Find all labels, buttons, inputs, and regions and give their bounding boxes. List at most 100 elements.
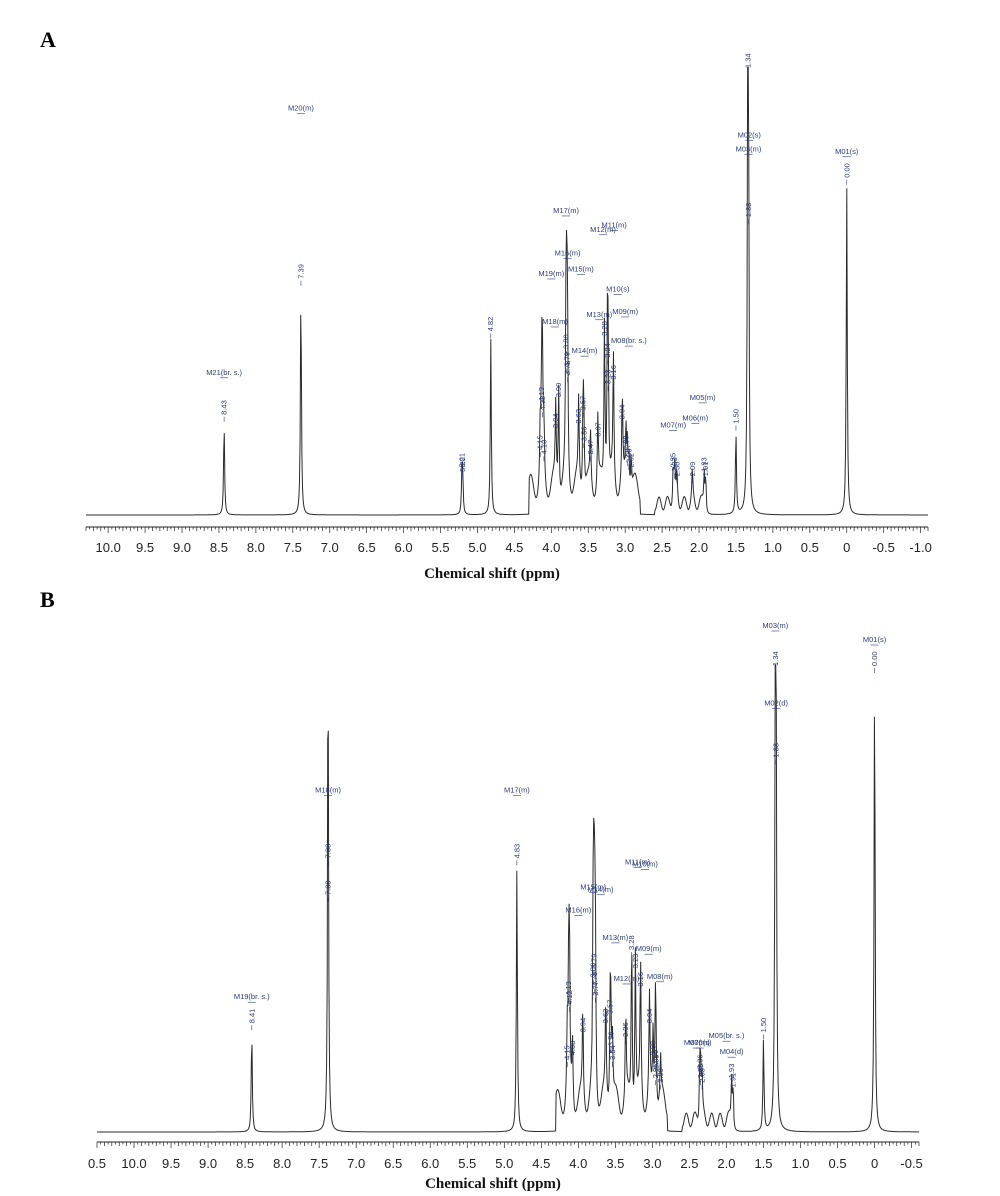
x-tick-label: 9.0 <box>173 540 191 555</box>
peak-label-2.96: 2.96 <box>651 1050 660 1065</box>
multiplet-label: M18(m) <box>315 785 341 794</box>
x-tick-label: 3.0 <box>643 1156 661 1171</box>
multiplet-label: M08(m) <box>647 972 673 981</box>
peak-label-3.56: 3.56 <box>579 427 588 442</box>
peak-label-2.09: 2.09 <box>688 462 697 477</box>
peak-label-3.28: 3.28 <box>600 321 609 336</box>
multiplet-label: M17(m) <box>553 206 579 215</box>
peak-label-2.36: 2.36 <box>695 1054 704 1069</box>
peak-label-3.57: 3.57 <box>606 999 615 1014</box>
x-tick-label: 3.5 <box>606 1156 624 1171</box>
spectrum-trace-b <box>97 664 919 1133</box>
x-tick-label: 1.0 <box>764 540 782 555</box>
peak-label-3.90: 3.90 <box>554 383 563 398</box>
peak-label-5.20: 5.20 <box>458 457 467 472</box>
panel-a-letter: A <box>40 27 56 52</box>
multiplet-label: M11(m) <box>601 221 627 230</box>
x-tick-label: 5.0 <box>468 540 486 555</box>
multiplet-label: M03(m) <box>736 144 762 153</box>
x-tick-label: 5.5 <box>431 540 449 555</box>
peak-label-3.80: 3.80 <box>589 963 598 978</box>
peak-label-0.00: 0.00 <box>842 163 851 178</box>
peak-label-7.39: 7.39 <box>296 264 305 279</box>
peak-label-3.04: 3.04 <box>645 1009 654 1024</box>
x-tick-label: 2.0 <box>690 540 708 555</box>
x-tick-label: 2.5 <box>680 1156 698 1171</box>
multiplet-label: M10(m) <box>632 860 658 869</box>
multiplet-label: M05(m) <box>690 393 716 402</box>
multiplet-label: M16(m) <box>555 248 581 257</box>
x-axis-title: Chemical shift (ppm) <box>425 1176 561 1192</box>
peak-label-2.95: 2.95 <box>624 448 633 463</box>
peak-label-2.35: 2.35 <box>696 1064 705 1079</box>
multiplet-label: M12(m) <box>614 974 640 983</box>
peak-label-3.36: 3.36 <box>621 1022 630 1037</box>
x-tick-label: -1.0 <box>909 540 931 555</box>
x-tick-label: 6.5 <box>358 540 376 555</box>
multiplet-label: M16(m) <box>565 905 591 914</box>
multiplet-label: M20(m) <box>288 104 314 113</box>
peak-label-3.57: 3.57 <box>579 396 588 411</box>
x-tick-label: 4.0 <box>569 1156 587 1171</box>
multiplet-label: M02(d) <box>764 699 788 708</box>
x-tick-label: 5.0 <box>495 1156 513 1171</box>
multiplet-label: M10(s) <box>606 285 630 294</box>
peak-label-1.50: 1.50 <box>759 1018 768 1033</box>
x-tick-label: 4.0 <box>542 540 560 555</box>
multiplet-label: M11(m) <box>625 857 651 866</box>
x-tick-label: 10.0 <box>121 1156 146 1171</box>
multiplet-label: M15(m) <box>568 265 594 274</box>
peak-label-3.23: 3.23 <box>604 369 613 384</box>
multiplet-label: M18(m) <box>542 317 568 326</box>
peak-label-1.34: 1.34 <box>743 53 752 68</box>
multiplet-label: M05(br. s.) <box>709 1031 745 1040</box>
peak-label-2.33: 2.33 <box>670 457 679 472</box>
peak-label-4.10: 4.10 <box>539 440 548 455</box>
multiplet-label: M12(m) <box>590 225 616 234</box>
peak-label-3.28: 3.28 <box>627 935 636 950</box>
x-tick-label: 7.5 <box>284 540 302 555</box>
x-tick-label: 10.0 <box>96 540 121 555</box>
peak-label-3.78: 3.78 <box>590 972 599 987</box>
x-tick-label: 4.5 <box>505 540 523 555</box>
peak-label-4.12: 4.12 <box>538 396 547 411</box>
peak-label-5.21: 5.21 <box>457 453 466 468</box>
peak-label-1.33: 1.33 <box>772 743 781 758</box>
x-tick-label: 4.5 <box>532 1156 550 1171</box>
peak-label-1.93: 1.93 <box>727 1064 736 1079</box>
peak-label-3.78: 3.78 <box>563 361 572 376</box>
multiplet-label: M03(m) <box>762 621 788 630</box>
peak-label-4.12: 4.12 <box>565 990 574 1005</box>
multiplet-label: M01(s) <box>863 635 887 644</box>
peak-label-3.77: 3.77 <box>591 981 600 996</box>
multiplet-label: M09(m) <box>612 307 638 316</box>
spectrum-trace-a <box>86 66 928 516</box>
x-tick-label: 8.0 <box>247 540 265 555</box>
peak-label-1.34: 1.34 <box>771 651 780 666</box>
peak-label-8.43: 8.43 <box>220 400 229 415</box>
peak-label-3.37: 3.37 <box>593 422 602 437</box>
multiplet-label: M07(m) <box>660 420 686 429</box>
multiplet-label: M06(s) <box>688 1038 712 1047</box>
peak-label-4.13: 4.13 <box>564 981 573 996</box>
x-tick-label: 9.0 <box>199 1156 217 1171</box>
x-tick-label: 2.0 <box>717 1156 735 1171</box>
x-tick-label: 3.5 <box>579 540 597 555</box>
peak-label-3.94: 3.94 <box>578 1018 587 1033</box>
peak-label-2.99: 2.99 <box>649 1041 658 1056</box>
x-axis-title: Chemical shift (ppm) <box>424 566 560 582</box>
peak-label-3.04: 3.04 <box>618 405 627 420</box>
x-tick-label: 1.5 <box>754 1156 772 1171</box>
peak-label-2.30: 2.30 <box>672 462 681 477</box>
peak-label-1.33: 1.33 <box>744 203 753 218</box>
multiplet-label: M08(br. s.) <box>611 336 647 345</box>
multiplet-label: M14(m) <box>588 885 614 894</box>
multiplet-label: M17(m) <box>504 785 530 794</box>
peak-label-2.95: 2.95 <box>652 1054 661 1069</box>
peak-label-2.92: 2.92 <box>627 453 636 468</box>
x-tick-label: 9.5 <box>136 540 154 555</box>
peak-label-2.97: 2.97 <box>623 444 632 459</box>
multiplet-label: M04(d) <box>720 1047 744 1056</box>
peak-label-1.91: 1.91 <box>729 1073 738 1088</box>
